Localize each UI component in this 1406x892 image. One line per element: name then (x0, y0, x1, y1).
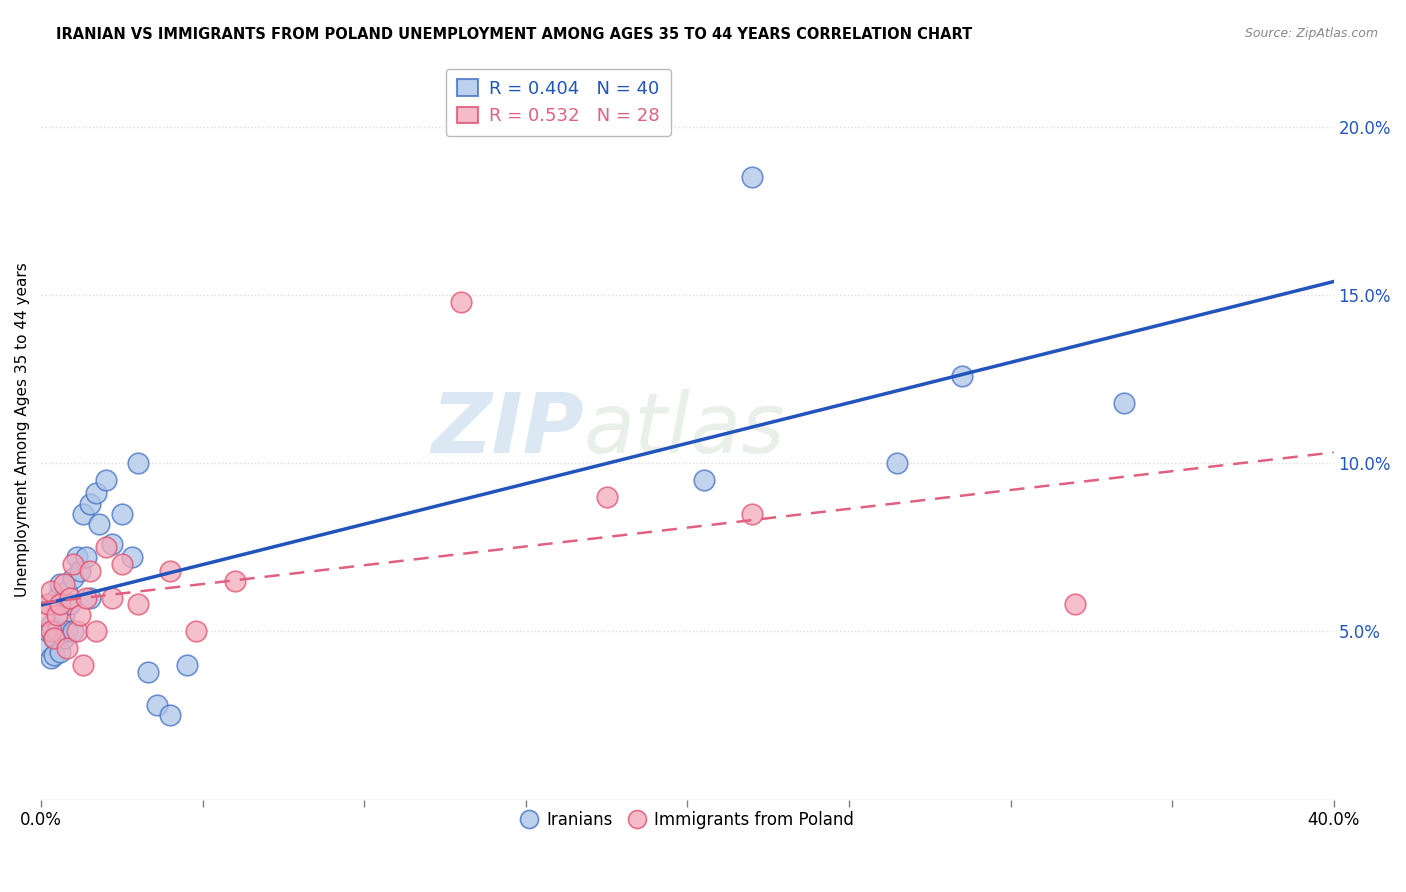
Point (52, 631, 75, 645)
Point (595, 490, 617, 504)
Point (121, 550, 143, 565)
Point (79, 497, 101, 511)
Point (37, 598, 59, 612)
Point (49, 598, 72, 612)
Point (1112, 395, 1135, 409)
Point (37, 624, 59, 639)
Point (62, 570, 84, 584)
Point (34, 638, 56, 652)
Point (89, 516, 111, 531)
Text: atlas: atlas (583, 389, 786, 470)
Point (66, 550, 89, 565)
Point (79, 564, 101, 578)
Point (159, 708, 181, 723)
Point (59, 598, 82, 612)
Point (950, 368, 973, 383)
Point (49, 577, 72, 591)
Point (42, 648, 65, 662)
Point (62, 624, 84, 639)
Point (56, 641, 79, 656)
Point (101, 537, 124, 551)
Point (42, 631, 65, 645)
Point (84, 624, 107, 639)
Point (56, 584, 79, 599)
Point (127, 598, 149, 612)
Point (886, 456, 908, 470)
Point (741, 170, 763, 185)
Point (56, 624, 79, 639)
Point (111, 557, 134, 571)
Point (224, 574, 246, 588)
Legend: Iranians, Immigrants from Poland: Iranians, Immigrants from Poland (515, 805, 860, 836)
Text: Source: ZipAtlas.com: Source: ZipAtlas.com (1244, 27, 1378, 40)
Point (79, 591, 101, 605)
Point (72, 658, 94, 673)
Point (84, 486, 107, 500)
Point (37, 598, 59, 612)
Point (34, 607, 56, 622)
Point (46, 624, 69, 639)
Point (39, 624, 62, 639)
Text: ZIP: ZIP (432, 389, 583, 470)
Point (66, 624, 89, 639)
Point (49, 644, 72, 658)
Point (59, 591, 82, 605)
Point (127, 456, 149, 470)
Point (39, 651, 62, 665)
Point (101, 591, 124, 605)
Point (176, 658, 198, 673)
Point (42, 631, 65, 645)
Point (39, 617, 62, 632)
Point (146, 698, 169, 713)
Point (136, 665, 159, 679)
Point (111, 507, 134, 521)
Point (72, 507, 94, 521)
Point (69, 607, 91, 622)
Point (692, 473, 714, 487)
Point (159, 564, 181, 578)
Point (741, 507, 763, 521)
Point (46, 591, 69, 605)
Point (94, 473, 117, 487)
Text: IRANIAN VS IMMIGRANTS FROM POLAND UNEMPLOYMENT AMONG AGES 35 TO 44 YEARS CORRELA: IRANIAN VS IMMIGRANTS FROM POLAND UNEMPL… (56, 27, 973, 42)
Point (52, 607, 75, 622)
Point (75, 550, 97, 565)
Point (62, 557, 84, 571)
Point (450, 294, 472, 309)
Point (75, 591, 97, 605)
Point (1064, 598, 1087, 612)
Point (94, 541, 117, 555)
Point (52, 577, 75, 591)
Y-axis label: Unemployment Among Ages 35 to 44 years: Unemployment Among Ages 35 to 44 years (15, 262, 30, 597)
Point (69, 564, 91, 578)
Point (186, 624, 208, 639)
Point (39, 584, 62, 599)
Point (46, 607, 69, 622)
